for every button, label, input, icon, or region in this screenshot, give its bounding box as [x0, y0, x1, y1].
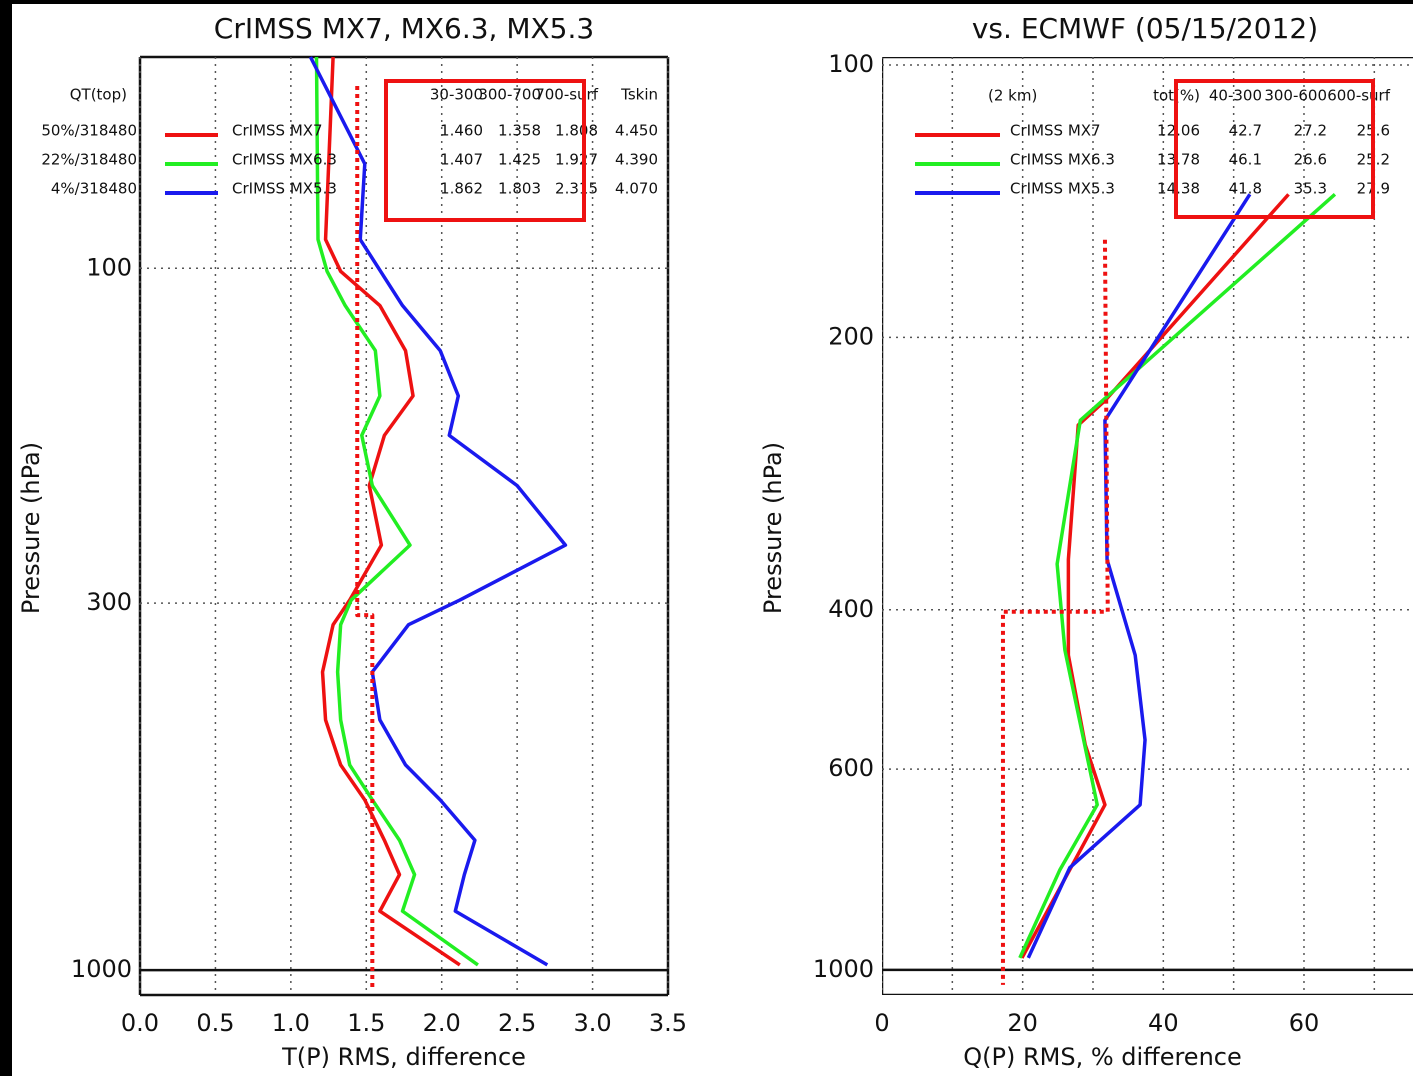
- stats-cell: 1.927: [555, 151, 598, 169]
- stats-cell: 26.6: [1294, 151, 1327, 169]
- profile-line: [1018, 193, 1337, 959]
- stats-cell: 4.070: [615, 180, 658, 198]
- stats-cell: 4.450: [615, 122, 658, 140]
- legend-label: CrIMSS MX5.3: [1010, 180, 1115, 198]
- stats-side-header: QT(top): [70, 86, 127, 104]
- stats-header: Tskin: [620, 86, 658, 104]
- x-tick-label: 3.5: [649, 1009, 687, 1037]
- stats-cell: 1.808: [555, 122, 598, 140]
- plot-area: [138, 55, 670, 997]
- stats-cell: 41.8: [1229, 180, 1262, 198]
- y-tick-label: 400: [828, 595, 874, 623]
- x-tick-label: 1.0: [272, 1009, 310, 1037]
- stats-cell: 12.06: [1157, 122, 1200, 140]
- legend-label: CrIMSS MX6.3: [232, 151, 337, 169]
- plot-area: [882, 57, 1413, 995]
- profile-line: [314, 56, 479, 967]
- reference-profile: [355, 86, 375, 990]
- profile-line: [308, 56, 568, 967]
- stats-cell: 35.3: [1294, 180, 1327, 198]
- reference-profile: [1000, 239, 1110, 985]
- stats-cell: 1.460: [440, 122, 483, 140]
- chart-title: vs. ECMWF (05/15/2012): [972, 12, 1318, 45]
- y-axis-label: Pressure (hPa): [759, 442, 787, 614]
- y-tick-label: 200: [828, 322, 874, 350]
- stats-cell: 1.862: [440, 180, 483, 198]
- legend-label: CrIMSS MX7: [1010, 122, 1101, 140]
- stats-cell: 14.38: [1157, 180, 1200, 198]
- stats-side-label: 22%/318480: [41, 151, 137, 169]
- stats-cell: 1.358: [498, 122, 541, 140]
- highlight-box: [1174, 79, 1375, 219]
- stats-side-header: (2 km): [988, 87, 1037, 105]
- stats-cell: 42.7: [1229, 122, 1262, 140]
- stats-cell: 4.390: [615, 151, 658, 169]
- stats-header: 600-surf: [1327, 87, 1391, 105]
- x-axis-label: Q(P) RMS, % difference: [963, 1043, 1242, 1071]
- stats-cell: 1.407: [440, 151, 483, 169]
- x-tick-label: 40: [1148, 1009, 1179, 1037]
- stats-side-label: 4%/318480: [51, 180, 137, 198]
- stats-cell: 1.803: [498, 180, 541, 198]
- stats-header: 40-300: [1209, 87, 1262, 105]
- x-tick-label: 0.5: [196, 1009, 234, 1037]
- stats-cell: 2.315: [555, 180, 598, 198]
- y-tick-label: 300: [86, 588, 132, 616]
- profile-line: [1020, 193, 1290, 959]
- x-tick-label: 0: [874, 1009, 889, 1037]
- stats-cell: 1.425: [498, 151, 541, 169]
- stats-header: 700-surf: [535, 86, 599, 104]
- y-tick-label: 100: [86, 253, 132, 281]
- stats-header: 300-600: [1264, 87, 1327, 105]
- y-tick-label: 1000: [71, 955, 132, 983]
- x-tick-label: 3.0: [573, 1009, 611, 1037]
- x-tick-label: 20: [1007, 1009, 1038, 1037]
- y-axis-label: Pressure (hPa): [17, 442, 45, 614]
- stats-header: 300-700: [478, 86, 541, 104]
- chart-title: CrIMSS MX7, MX6.3, MX5.3: [214, 12, 594, 45]
- y-tick-label: 1000: [813, 955, 874, 983]
- stats-side-label: 50%/318480: [41, 122, 137, 140]
- stats-header: 30-300: [430, 86, 483, 104]
- stats-cell: 13.78: [1157, 151, 1200, 169]
- y-tick-label: 600: [828, 754, 874, 782]
- legend-label: CrIMSS MX5.3: [232, 180, 337, 198]
- y-tick-label: 100: [828, 50, 874, 78]
- legend-label: CrIMSS MX6.3: [1010, 151, 1115, 169]
- stats-cell: 46.1: [1229, 151, 1262, 169]
- x-axis-label: T(P) RMS, difference: [281, 1043, 526, 1071]
- stats-cell: 27.2: [1294, 122, 1327, 140]
- x-tick-label: 60: [1289, 1009, 1320, 1037]
- highlight-box: [384, 79, 586, 222]
- background: [12, 4, 1413, 1076]
- x-tick-label: 1.5: [347, 1009, 385, 1037]
- x-tick-label: 2.0: [423, 1009, 461, 1037]
- x-tick-label: 0.0: [121, 1009, 159, 1037]
- x-tick-label: 2.5: [498, 1009, 536, 1037]
- legend-label: CrIMSS MX7: [232, 122, 323, 140]
